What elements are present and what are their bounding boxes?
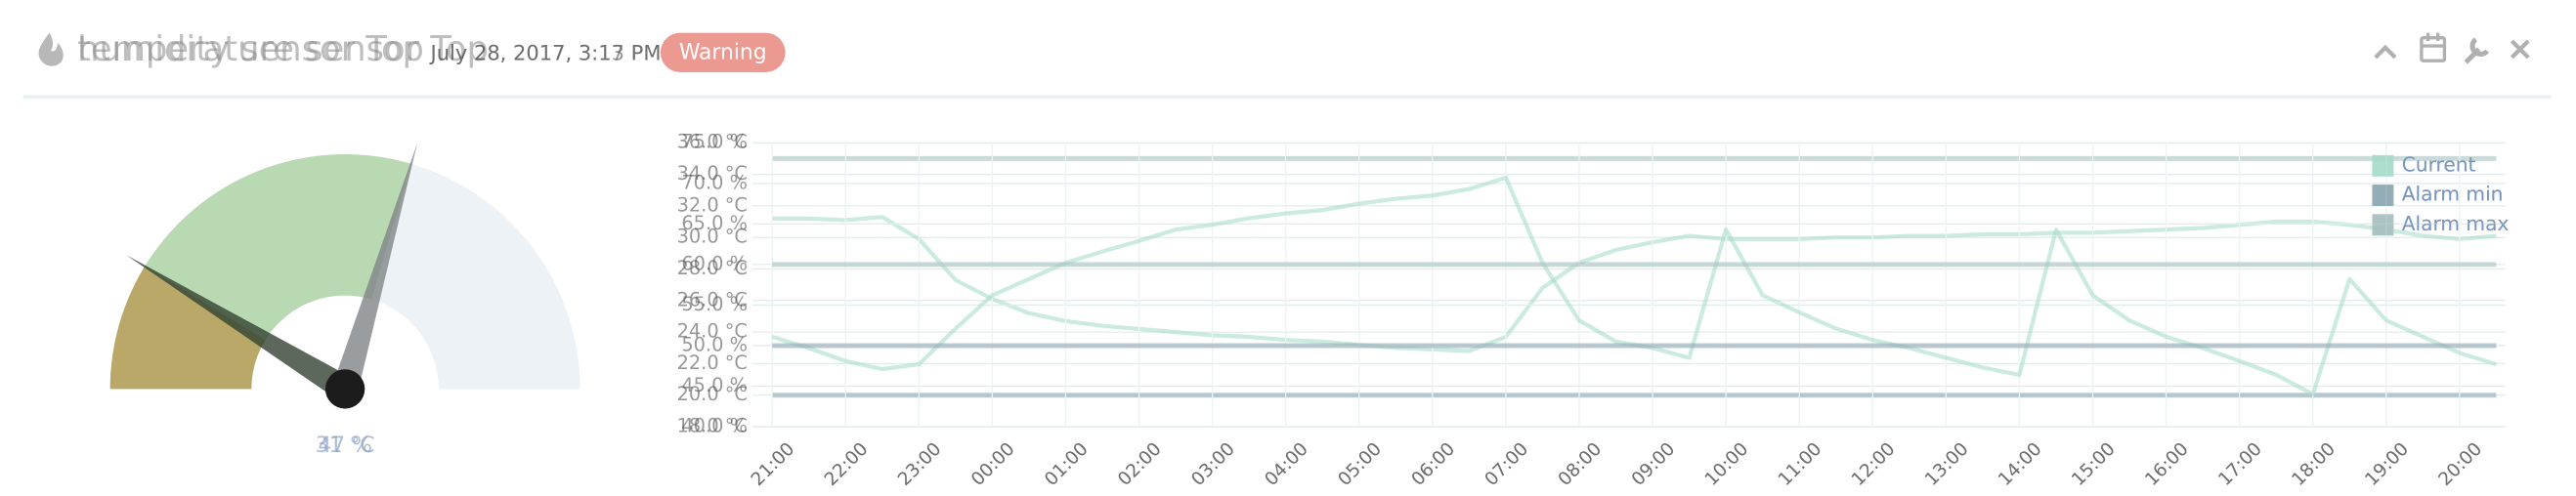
y-tick-label: 45.0 % <box>681 374 748 396</box>
calendar-button[interactable] <box>2420 32 2447 62</box>
x-tick-label: 15:00 <box>2068 438 2120 490</box>
legend-label: Alarm min <box>2402 183 2504 206</box>
gauge-value-arc <box>109 266 266 390</box>
y-tick-label: 26.0 °C <box>677 288 748 310</box>
legend-label: Alarm max <box>2402 212 2510 235</box>
legend-label: Alarm min <box>2402 183 2504 206</box>
y-tick-label: 50.0 % <box>681 333 748 355</box>
y-tick-label: 70.0 % <box>681 171 748 193</box>
legend-swatch <box>2372 185 2394 206</box>
x-tick-label: 08:00 <box>1555 438 1607 490</box>
widget-title: humidity sensor Top <box>77 29 424 69</box>
x-tick-label: 17:00 <box>2214 438 2266 490</box>
x-tick-label: 10:00 <box>1701 438 1753 490</box>
x-tick-label: 06:00 <box>1408 438 1460 490</box>
legend-swatch <box>2372 154 2394 177</box>
x-tick-label: 07:00 <box>1481 438 1533 490</box>
x-tick-label: 19:00 <box>2362 438 2414 490</box>
y-tick-label: 30.0 °C <box>677 226 748 248</box>
x-tick-label: 03:00 <box>1187 438 1239 490</box>
y-tick-label: 20.0 °C <box>677 383 748 405</box>
status-text: Warning <box>679 41 767 65</box>
y-tick-label: 65.0 % <box>681 212 748 234</box>
y-tick-label: 34.0 °C <box>677 162 748 185</box>
y-tick-label: 55.0 % <box>681 293 748 315</box>
gauge-hub <box>324 369 365 409</box>
x-tick-label: 02:00 <box>1114 438 1166 490</box>
series-line <box>772 215 2497 353</box>
y-tick-label: 24.0 °C <box>677 320 748 343</box>
gauge-value-label: 47 % <box>318 434 372 458</box>
status-badge <box>660 32 786 72</box>
x-tick-label: 13:00 <box>1921 438 1973 490</box>
settings-button[interactable] <box>2464 37 2490 64</box>
y-tick-label: 28.0 °C <box>677 257 748 279</box>
x-tick-label: 22:00 <box>821 438 873 490</box>
y-tick-label: 36.0 °C <box>677 131 748 153</box>
x-tick-label: 12:00 <box>1848 438 1900 490</box>
x-tick-label: 11:00 <box>1775 438 1826 490</box>
x-tick-label: 04:00 <box>1261 438 1312 490</box>
x-tick-label: 23:00 <box>894 438 946 490</box>
y-tick-label: 32.0 °C <box>677 193 748 216</box>
y-tick-label: 18.0 °C <box>677 415 748 437</box>
gauge-value-label: 31 °C <box>316 434 375 458</box>
close-button[interactable] <box>2510 39 2530 60</box>
x-tick-label: 05:00 <box>1334 438 1386 490</box>
series-line <box>771 175 2498 396</box>
x-tick-label: 16:00 <box>2141 438 2193 490</box>
x-tick-label: 09:00 <box>1628 438 1680 490</box>
gauge-needle <box>332 143 417 393</box>
x-tick-label: 01:00 <box>1041 438 1093 490</box>
x-tick-label: 20:00 <box>2435 438 2487 490</box>
x-tick-label: 14:00 <box>1995 438 2046 490</box>
y-tick-label: 75.0 % <box>681 131 748 153</box>
timestamp: July 28, 2017, 3:17 PM <box>429 40 662 64</box>
timestamp: July 28, 2017, 3:13 PM <box>429 40 662 64</box>
x-tick-label: 00:00 <box>967 438 1019 490</box>
collapse-button[interactable] <box>2374 44 2397 60</box>
y-tick-label: 22.0 °C <box>677 351 748 374</box>
legend-label: Current <box>2402 152 2476 176</box>
widget-title: temperature sensor Top <box>77 29 489 69</box>
y-tick-label: 60.0 % <box>681 252 748 274</box>
y-tick-label: 40.0 % <box>681 415 748 437</box>
x-tick-label: 18:00 <box>2288 438 2340 490</box>
legend-swatch <box>2372 214 2394 236</box>
x-tick-label: 21:00 <box>748 438 799 490</box>
widget-icon <box>38 32 64 66</box>
gauge-needle <box>126 255 353 400</box>
